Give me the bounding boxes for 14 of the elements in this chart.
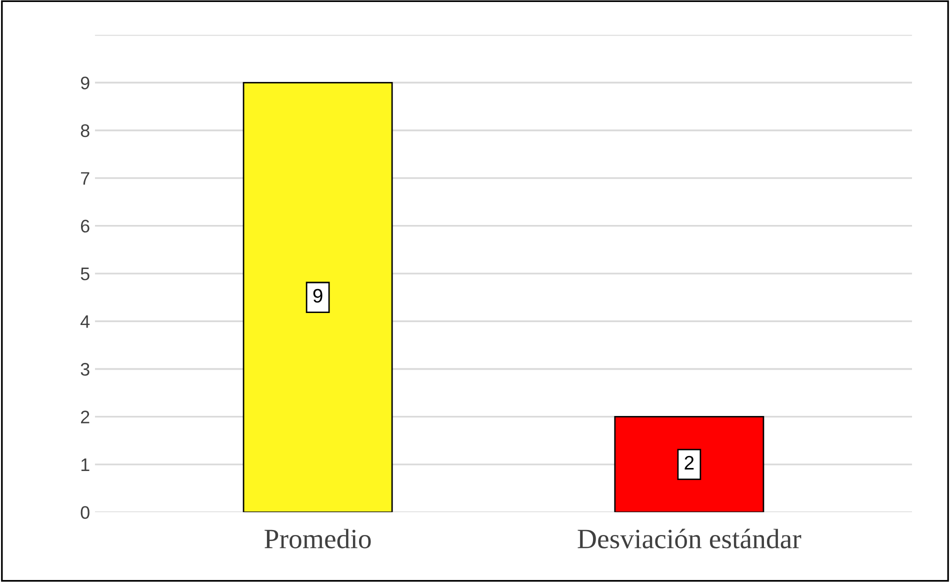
- y-tick-label: 4: [80, 315, 90, 328]
- y-tick-label: 8: [80, 124, 90, 138]
- y-tick-label: 6: [81, 220, 90, 233]
- y-tick-label: 0: [80, 506, 90, 519]
- data-label: 2: [684, 456, 694, 470]
- y-tick-label: 2: [81, 410, 90, 424]
- y-tick-label: 9: [80, 76, 90, 90]
- x-tick-label: Desviación estándar: [578, 528, 802, 548]
- data-label: 9: [313, 288, 322, 303]
- y-tick-label: 7: [81, 172, 90, 185]
- y-tick-label: 3: [80, 362, 90, 376]
- y-tick-label: 1: [81, 458, 90, 471]
- y-tick-label: 5: [80, 268, 90, 280]
- x-tick-label: Promedio: [264, 528, 371, 548]
